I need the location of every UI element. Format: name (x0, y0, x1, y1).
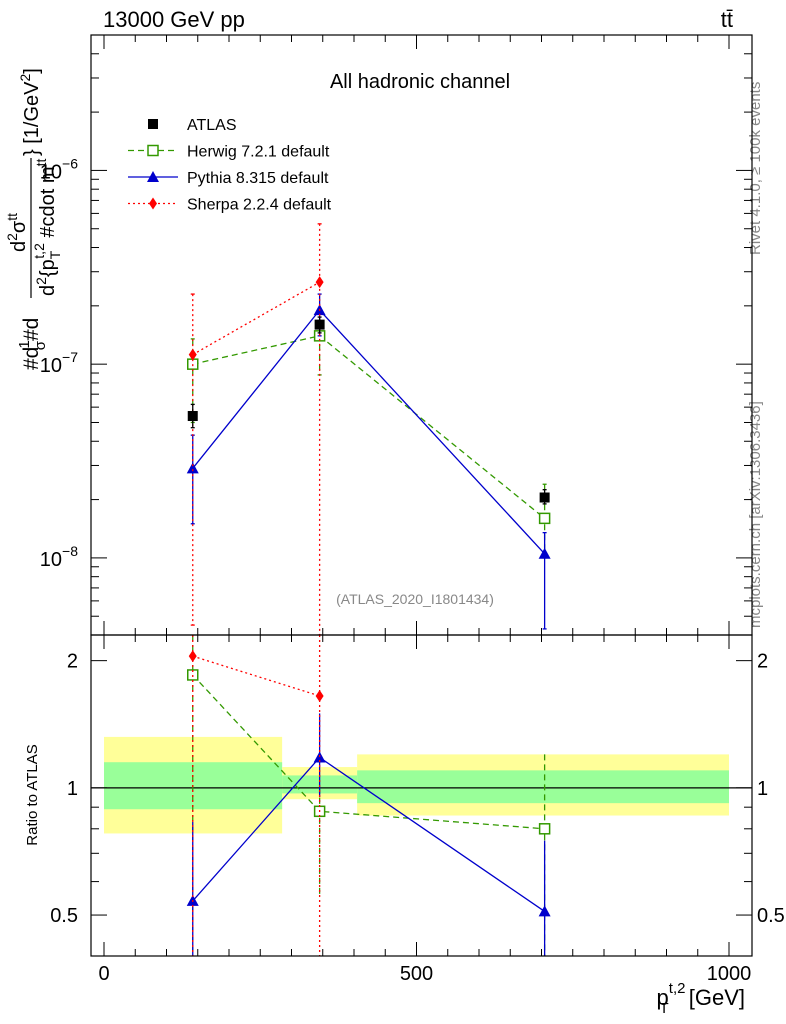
y-axis-label-prefix: #d1σ#d (16, 318, 49, 370)
ratio-band-inner-2 (357, 770, 729, 804)
legend-marker-herwig (147, 144, 159, 157)
x-tick-label-500: 500 (400, 963, 433, 985)
rivet-version-label: Rivet 4.1.0, ≥ 100k events (747, 82, 764, 255)
legend-label-herwig: Herwig 7.2.1 default (187, 144, 330, 161)
y-axis-label-denominator: d2{pTt,2 #cdot mtt (31, 159, 63, 296)
analysis-watermark: (ATLAS_2020_I1801434) (336, 591, 494, 607)
ratio-frame (90, 634, 753, 957)
herwig-line (192, 335, 546, 519)
legend-marker-sherpa (149, 197, 157, 210)
y-tick-label: 10−7 (40, 349, 78, 377)
legend-marker-atlas (148, 119, 158, 129)
pythia-ratio-point (538, 905, 551, 917)
y-axis-label-numerator: d2σtt (4, 213, 30, 252)
process-label: tt̄ (721, 7, 733, 32)
sherpa-line (192, 281, 320, 356)
sherpa-ratio-point (315, 689, 324, 702)
ratio-tick-label-left-1: 1 (67, 778, 78, 800)
sherpa-point (315, 276, 324, 289)
series-sherpa (188, 223, 324, 635)
legend-label-sherpa: Sherpa 2.2.4 default (187, 197, 332, 214)
y-axis-label: #d1σ#d d2σtt d2{pTt,2 #cdot mtt } [1/GeV… (4, 68, 63, 370)
mcplots-label: mcplots.cern.ch [arXiv:1306.3436] (747, 401, 764, 628)
y-tick-label: 10−8 (40, 543, 78, 571)
ratio-tick-label-left-2: 2 (67, 651, 78, 673)
series-atlas (187, 316, 550, 505)
series-herwig (187, 323, 551, 559)
sherpa-point (188, 348, 197, 361)
sherpa-ratio-point (188, 650, 197, 663)
x-axis-label: pt,2 T [GeV] (657, 980, 745, 1017)
legend-item-atlas: ATLAS (148, 117, 237, 134)
atlas-point (187, 411, 198, 422)
series-pythia (186, 293, 551, 630)
collision-label: 13000 GeV pp (103, 7, 245, 32)
chart-title: All hadronic channel (330, 71, 510, 93)
herwig-ratio-point (187, 669, 199, 681)
ratio-y-axis-label: Ratio to ATLAS (24, 744, 41, 845)
x-tick-label-0: 0 (98, 963, 109, 985)
x-tick-label-1000: 1000 (707, 963, 752, 985)
legend-label-pythia: Pythia 8.315 default (187, 170, 329, 187)
herwig-point (538, 512, 551, 525)
ratio-tick-label-right-1: 1 (757, 778, 768, 800)
y-tick-label: 10−6 (40, 155, 78, 183)
legend-item-pythia: Pythia 8.315 default (128, 170, 329, 187)
legend-item-sherpa: Sherpa 2.2.4 default (128, 197, 332, 214)
pythia-line (192, 309, 546, 555)
ratio-series-sherpa (188, 635, 324, 956)
legend-marker-pythia (147, 171, 159, 182)
legend-item-herwig: Herwig 7.2.1 default (128, 144, 330, 161)
herwig-ratio-line (192, 674, 545, 830)
herwig-ratio-point (538, 823, 551, 835)
y-axis-label-units: } [1/GeV2] (17, 68, 43, 156)
sherpa-ratio-line (192, 655, 320, 697)
pythia-point (186, 462, 199, 474)
atlas-point (314, 319, 325, 330)
legend-label-atlas: ATLAS (187, 117, 237, 134)
ratio-tick-label-right-0.5: 0.5 (757, 905, 785, 927)
pythia-point (538, 547, 551, 559)
ratio-tick-label-left-0.5: 0.5 (50, 905, 78, 927)
atlas-point (539, 492, 550, 503)
ratio-tick-label-right-2: 2 (757, 651, 768, 673)
